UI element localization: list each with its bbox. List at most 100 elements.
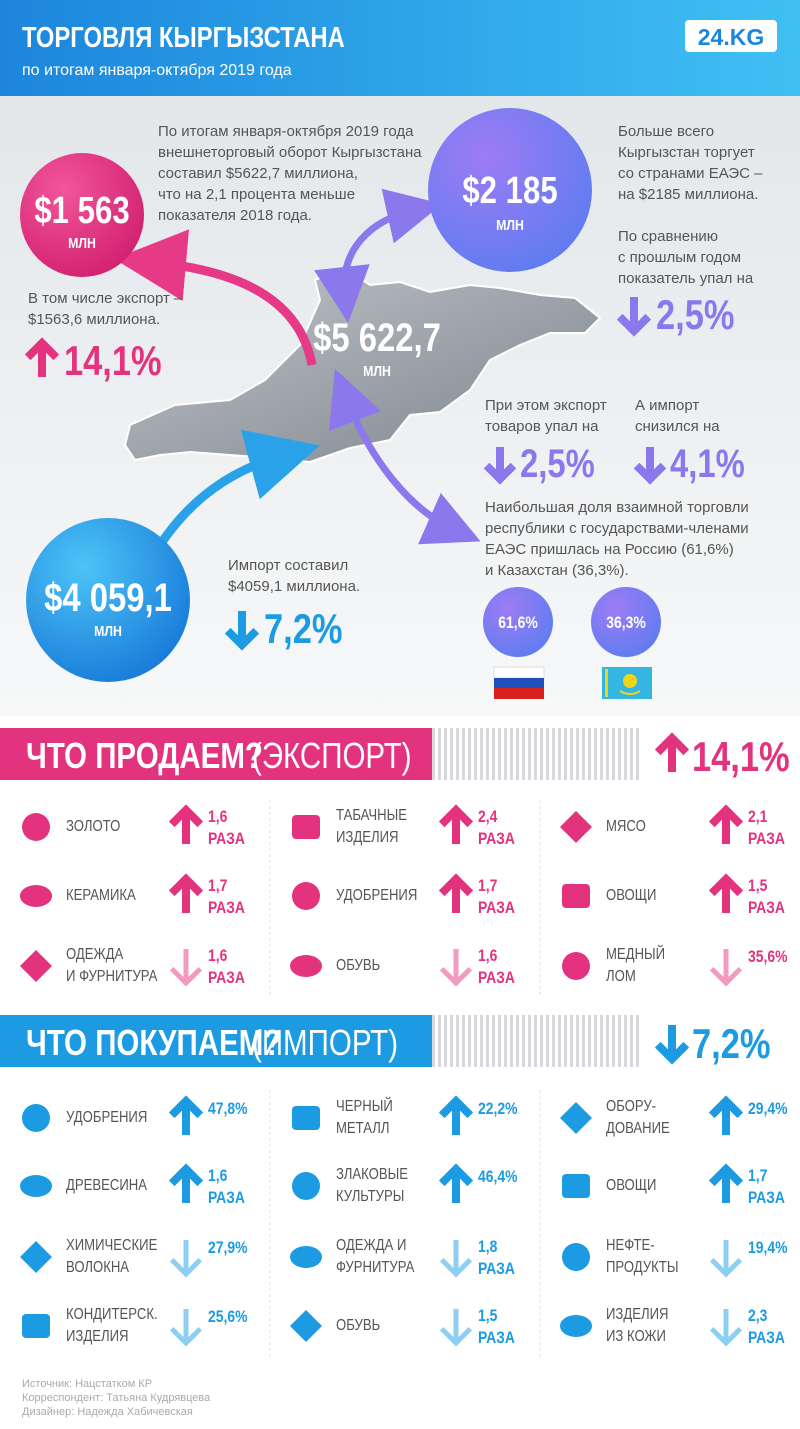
intro-text: По итогам января-октября 2019 года <box>158 123 414 140</box>
item-name: КОНДИТЕРСК. <box>66 1306 158 1323</box>
item-unit: РАЗА <box>478 1259 515 1278</box>
change-arrow <box>168 1095 204 1135</box>
change-arrow <box>483 447 517 485</box>
item-name: НЕФТЕ- <box>606 1237 655 1254</box>
import-unit: МЛН <box>94 623 122 640</box>
change-arrow <box>24 337 60 377</box>
item-icon <box>20 885 52 907</box>
item-value: 1,7 <box>208 876 228 895</box>
eaeu-import-text: снизился на <box>635 418 720 435</box>
item-value: 1,6 <box>208 1166 228 1185</box>
intro-text: показателя 2018 года. <box>158 207 312 224</box>
export-unit: МЛН <box>68 235 96 252</box>
item-icon <box>290 1246 322 1268</box>
item-name: КЕРАМИКА <box>66 887 136 904</box>
change-arrow <box>439 949 473 987</box>
section-change: 14,1% <box>692 733 790 780</box>
item-icon <box>560 1102 592 1134</box>
export-band-end <box>640 728 800 780</box>
footer-credit: Дизайнер: Надежда Хабичевская <box>22 1406 193 1418</box>
change-arrow <box>709 1309 743 1347</box>
change-arrow <box>224 611 260 651</box>
import-text: $4059,1 миллиона. <box>228 578 361 595</box>
item-unit: РАЗА <box>208 829 245 848</box>
item-icon <box>20 1241 52 1273</box>
change-arrow <box>616 297 652 337</box>
partners-text: Наибольшая доля взаимной торговли <box>485 499 749 516</box>
eaeu-change: 2,5% <box>656 291 735 338</box>
item-name: ОВОЩИ <box>606 1177 657 1194</box>
item-name: ОБУВЬ <box>336 957 381 974</box>
arrow-eaeu <box>314 188 443 323</box>
item-unit: РАЗА <box>478 1328 515 1347</box>
change-arrow <box>708 804 744 844</box>
item-name: ИЗДЕЛИЯ <box>66 1328 129 1345</box>
eaeu-compare: По сравнению <box>618 228 718 245</box>
change-arrow <box>709 1240 743 1278</box>
item-unit: РАЗА <box>208 1188 245 1207</box>
footer-credit: Корреспондент: Татьяна Кудрявцева <box>22 1392 211 1404</box>
item-name: ДРЕВЕСИНА <box>66 1177 148 1194</box>
item-value: 2,1 <box>748 807 768 826</box>
change-arrow <box>169 1240 203 1278</box>
import-band <box>0 1015 432 1067</box>
item-value: 1,7 <box>478 876 498 895</box>
import-circle <box>26 518 190 682</box>
export-change: 14,1% <box>64 337 162 384</box>
item-value: 25,6% <box>208 1307 248 1326</box>
item-icon <box>22 1104 50 1132</box>
item-icon <box>292 882 320 910</box>
item-name: ОДЕЖДА И <box>336 1237 407 1254</box>
item-name: ЗОЛОТО <box>66 818 121 835</box>
flag-kazakhstan <box>602 667 652 699</box>
item-name: ПРОДУКТЫ <box>606 1259 679 1276</box>
change-arrow <box>168 1163 204 1203</box>
export-text: В том числе экспорт – <box>28 290 183 307</box>
logo: 24.KG <box>697 24 765 50</box>
total-unit: МЛН <box>363 363 391 380</box>
item-name: ЧЕРНЫЙ <box>336 1098 393 1115</box>
item-name: ЛОМ <box>606 968 636 985</box>
total-value: $5 622,7 <box>313 316 441 360</box>
item-value: 1,8 <box>478 1237 498 1256</box>
section-title: ЧТО ПОКУПАЕМ? <box>26 1022 282 1063</box>
flag-russia <box>493 666 545 699</box>
item-unit: РАЗА <box>748 1328 785 1347</box>
item-value: 19,4% <box>748 1238 788 1257</box>
import-text: Импорт составил <box>228 557 349 574</box>
change-arrow <box>438 1095 474 1135</box>
item-name: ХИМИЧЕСКИЕ <box>66 1237 158 1254</box>
item-value: 35,6% <box>748 947 788 966</box>
item-icon <box>290 1310 322 1342</box>
item-value: 1,6 <box>208 946 228 965</box>
section-subtitle: (ЭКСПОРТ) <box>252 735 412 776</box>
item-icon <box>292 815 320 839</box>
eaeu-circle <box>428 108 592 272</box>
change-arrow <box>169 949 203 987</box>
change-arrow <box>708 873 744 913</box>
item-icon <box>562 1174 590 1198</box>
item-icon <box>292 1172 320 1200</box>
item-value: 1,6 <box>478 946 498 965</box>
item-name: ОВОЩИ <box>606 887 657 904</box>
partner-circle <box>591 587 661 657</box>
item-value: 27,9% <box>208 1238 248 1257</box>
eaeu-export-text: При этом экспорт <box>485 397 607 414</box>
item-name: ИЗДЕЛИЯ <box>606 1306 669 1323</box>
export-text: $1563,6 миллиона. <box>28 311 161 328</box>
eaeu-compare: с прошлым годом <box>618 249 742 266</box>
eaeu-text: Кыргызстан торгует <box>618 144 755 161</box>
item-name: ИЗДЕЛИЯ <box>336 829 399 846</box>
partners-text: республики с государствами-членами <box>485 520 749 537</box>
eaeu-import-text: А импорт <box>635 397 700 414</box>
eaeu-text: Больше всего <box>618 123 715 140</box>
export-circle <box>20 153 144 277</box>
item-name: ИЗ КОЖИ <box>606 1328 666 1345</box>
import-value: $4 059,1 <box>44 576 172 620</box>
item-unit: РАЗА <box>208 898 245 917</box>
arrow-import <box>156 429 320 548</box>
item-name: КУЛЬТУРЫ <box>336 1188 405 1205</box>
item-name: ОБОРУ- <box>606 1098 657 1115</box>
change-arrow <box>654 732 690 772</box>
